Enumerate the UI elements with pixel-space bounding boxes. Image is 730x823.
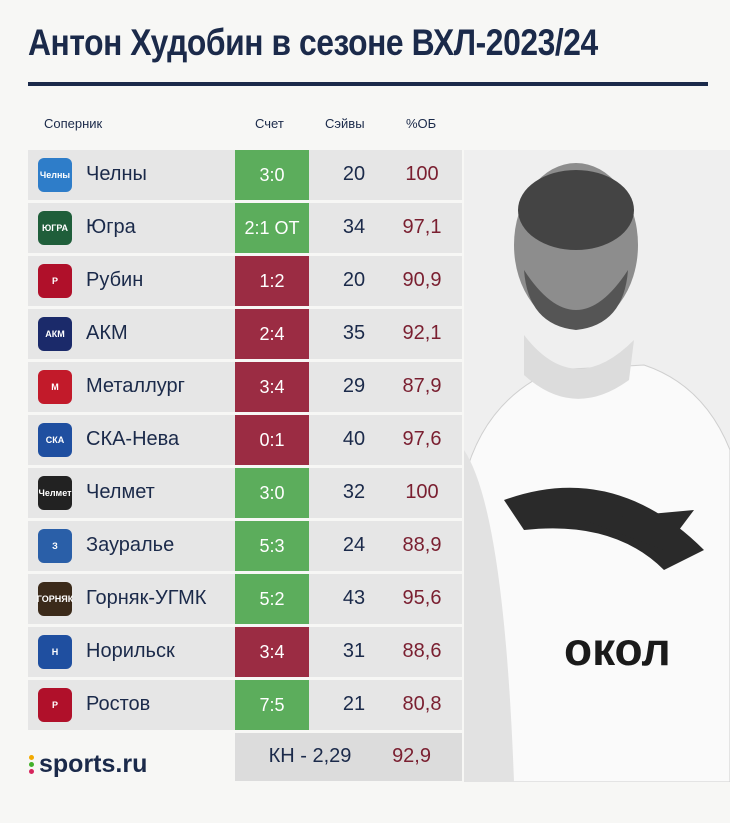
- team-logo-icon: Н: [38, 635, 72, 669]
- table-row: З Зауралье 5:3 24 88,9: [28, 521, 462, 571]
- save-pct-cell: 90,9: [402, 269, 442, 291]
- team-name: Норильск: [86, 640, 175, 662]
- saves-cell: 35: [342, 322, 366, 344]
- score-cell: 3:4: [235, 627, 309, 677]
- column-header-opponent: Соперник: [44, 116, 103, 131]
- team-name: Челмет: [86, 481, 155, 503]
- table-row: Р Рубин 1:2 20 90,9: [28, 256, 462, 306]
- title-underline: [28, 82, 708, 86]
- team-logo-icon: АКМ: [38, 317, 72, 351]
- team-name: СКА-Нева: [86, 428, 180, 450]
- team-logo-icon: ГОРНЯК: [37, 582, 73, 616]
- team-logo-icon: З: [38, 529, 72, 563]
- score-cell: 2:4: [235, 309, 309, 359]
- team-logo-icon: Р: [38, 264, 72, 298]
- score-cell: 0:1: [235, 415, 309, 465]
- team-name: Горняк-УГМК: [86, 587, 207, 609]
- saves-cell: 20: [342, 269, 366, 291]
- team-logo-icon: Челны: [38, 158, 72, 192]
- team-name: Рубин: [86, 269, 144, 291]
- goalie-photo: окол: [464, 150, 730, 782]
- summary-save-pct: 92,9: [392, 745, 431, 767]
- saves-cell: 21: [342, 693, 366, 715]
- team-logo-icon: ЮГРА: [38, 211, 72, 245]
- saves-cell: 40: [342, 428, 366, 450]
- team-logo-icon: Челмет: [38, 476, 72, 510]
- brand-dots-icon: [28, 754, 35, 775]
- page-title: Антон Худобин в сезоне ВХЛ-2023/24: [28, 22, 598, 63]
- save-pct-cell: 88,9: [402, 534, 442, 556]
- team-name: Металлург: [86, 375, 185, 397]
- brand-logo: sports.ru: [28, 750, 147, 779]
- saves-cell: 29: [342, 375, 366, 397]
- save-pct-cell: 100: [405, 163, 439, 185]
- score-cell: 2:1 ОТ: [235, 203, 309, 253]
- table-row: Челмет Челмет 3:0 32 100: [28, 468, 462, 518]
- table-row: ЮГРА Югра 2:1 ОТ 34 97,1: [28, 203, 462, 253]
- team-name: Зауралье: [86, 534, 175, 556]
- saves-cell: 32: [342, 481, 366, 503]
- score-cell: 7:5: [235, 680, 309, 730]
- saves-cell: 34: [342, 216, 366, 238]
- column-header-score: Счет: [255, 116, 284, 131]
- table-row: ГОРНЯК Горняк-УГМК 5:2 43 95,6: [28, 574, 462, 624]
- save-pct-cell: 97,6: [402, 428, 442, 450]
- score-cell: 3:0: [235, 468, 309, 518]
- save-pct-cell: 100: [405, 481, 439, 503]
- save-pct-cell: 88,6: [402, 640, 442, 662]
- brand-name: sports.ru: [39, 750, 148, 778]
- table-row: АКМ АКМ 2:4 35 92,1: [28, 309, 462, 359]
- save-pct-cell: 87,9: [402, 375, 442, 397]
- team-name: АКМ: [86, 322, 128, 344]
- svg-text:окол: окол: [564, 623, 671, 675]
- saves-cell: 31: [342, 640, 366, 662]
- save-pct-cell: 97,1: [402, 216, 442, 238]
- table-row: СКА СКА-Нева 0:1 40 97,6: [28, 415, 462, 465]
- save-pct-cell: 95,6: [402, 587, 442, 609]
- team-logo-icon: Р: [38, 688, 72, 722]
- score-cell: 1:2: [235, 256, 309, 306]
- saves-cell: 24: [342, 534, 366, 556]
- summary-row: КН - 2,29 92,9: [235, 733, 462, 781]
- score-cell: 3:0: [235, 150, 309, 200]
- table-row: М Металлург 3:4 29 87,9: [28, 362, 462, 412]
- table-row: Челны Челны 3:0 20 100: [28, 150, 462, 200]
- column-header-saves: Сэйвы: [325, 116, 365, 131]
- save-pct-cell: 92,1: [402, 322, 442, 344]
- score-cell: 5:2: [235, 574, 309, 624]
- score-cell: 5:3: [235, 521, 309, 571]
- team-name: Ростов: [86, 693, 151, 715]
- saves-cell: 20: [342, 163, 366, 185]
- table-row: Н Норильск 3:4 31 88,6: [28, 627, 462, 677]
- save-pct-cell: 80,8: [402, 693, 442, 715]
- summary-gaa: КН - 2,29: [268, 745, 352, 767]
- team-logo-icon: М: [38, 370, 72, 404]
- score-cell: 3:4: [235, 362, 309, 412]
- table-row: Р Ростов 7:5 21 80,8: [28, 680, 462, 730]
- team-name: Югра: [86, 216, 136, 238]
- team-logo-icon: СКА: [38, 423, 72, 457]
- column-header-save-pct: %ОБ: [406, 116, 437, 131]
- team-name: Челны: [86, 163, 147, 185]
- saves-cell: 43: [342, 587, 366, 609]
